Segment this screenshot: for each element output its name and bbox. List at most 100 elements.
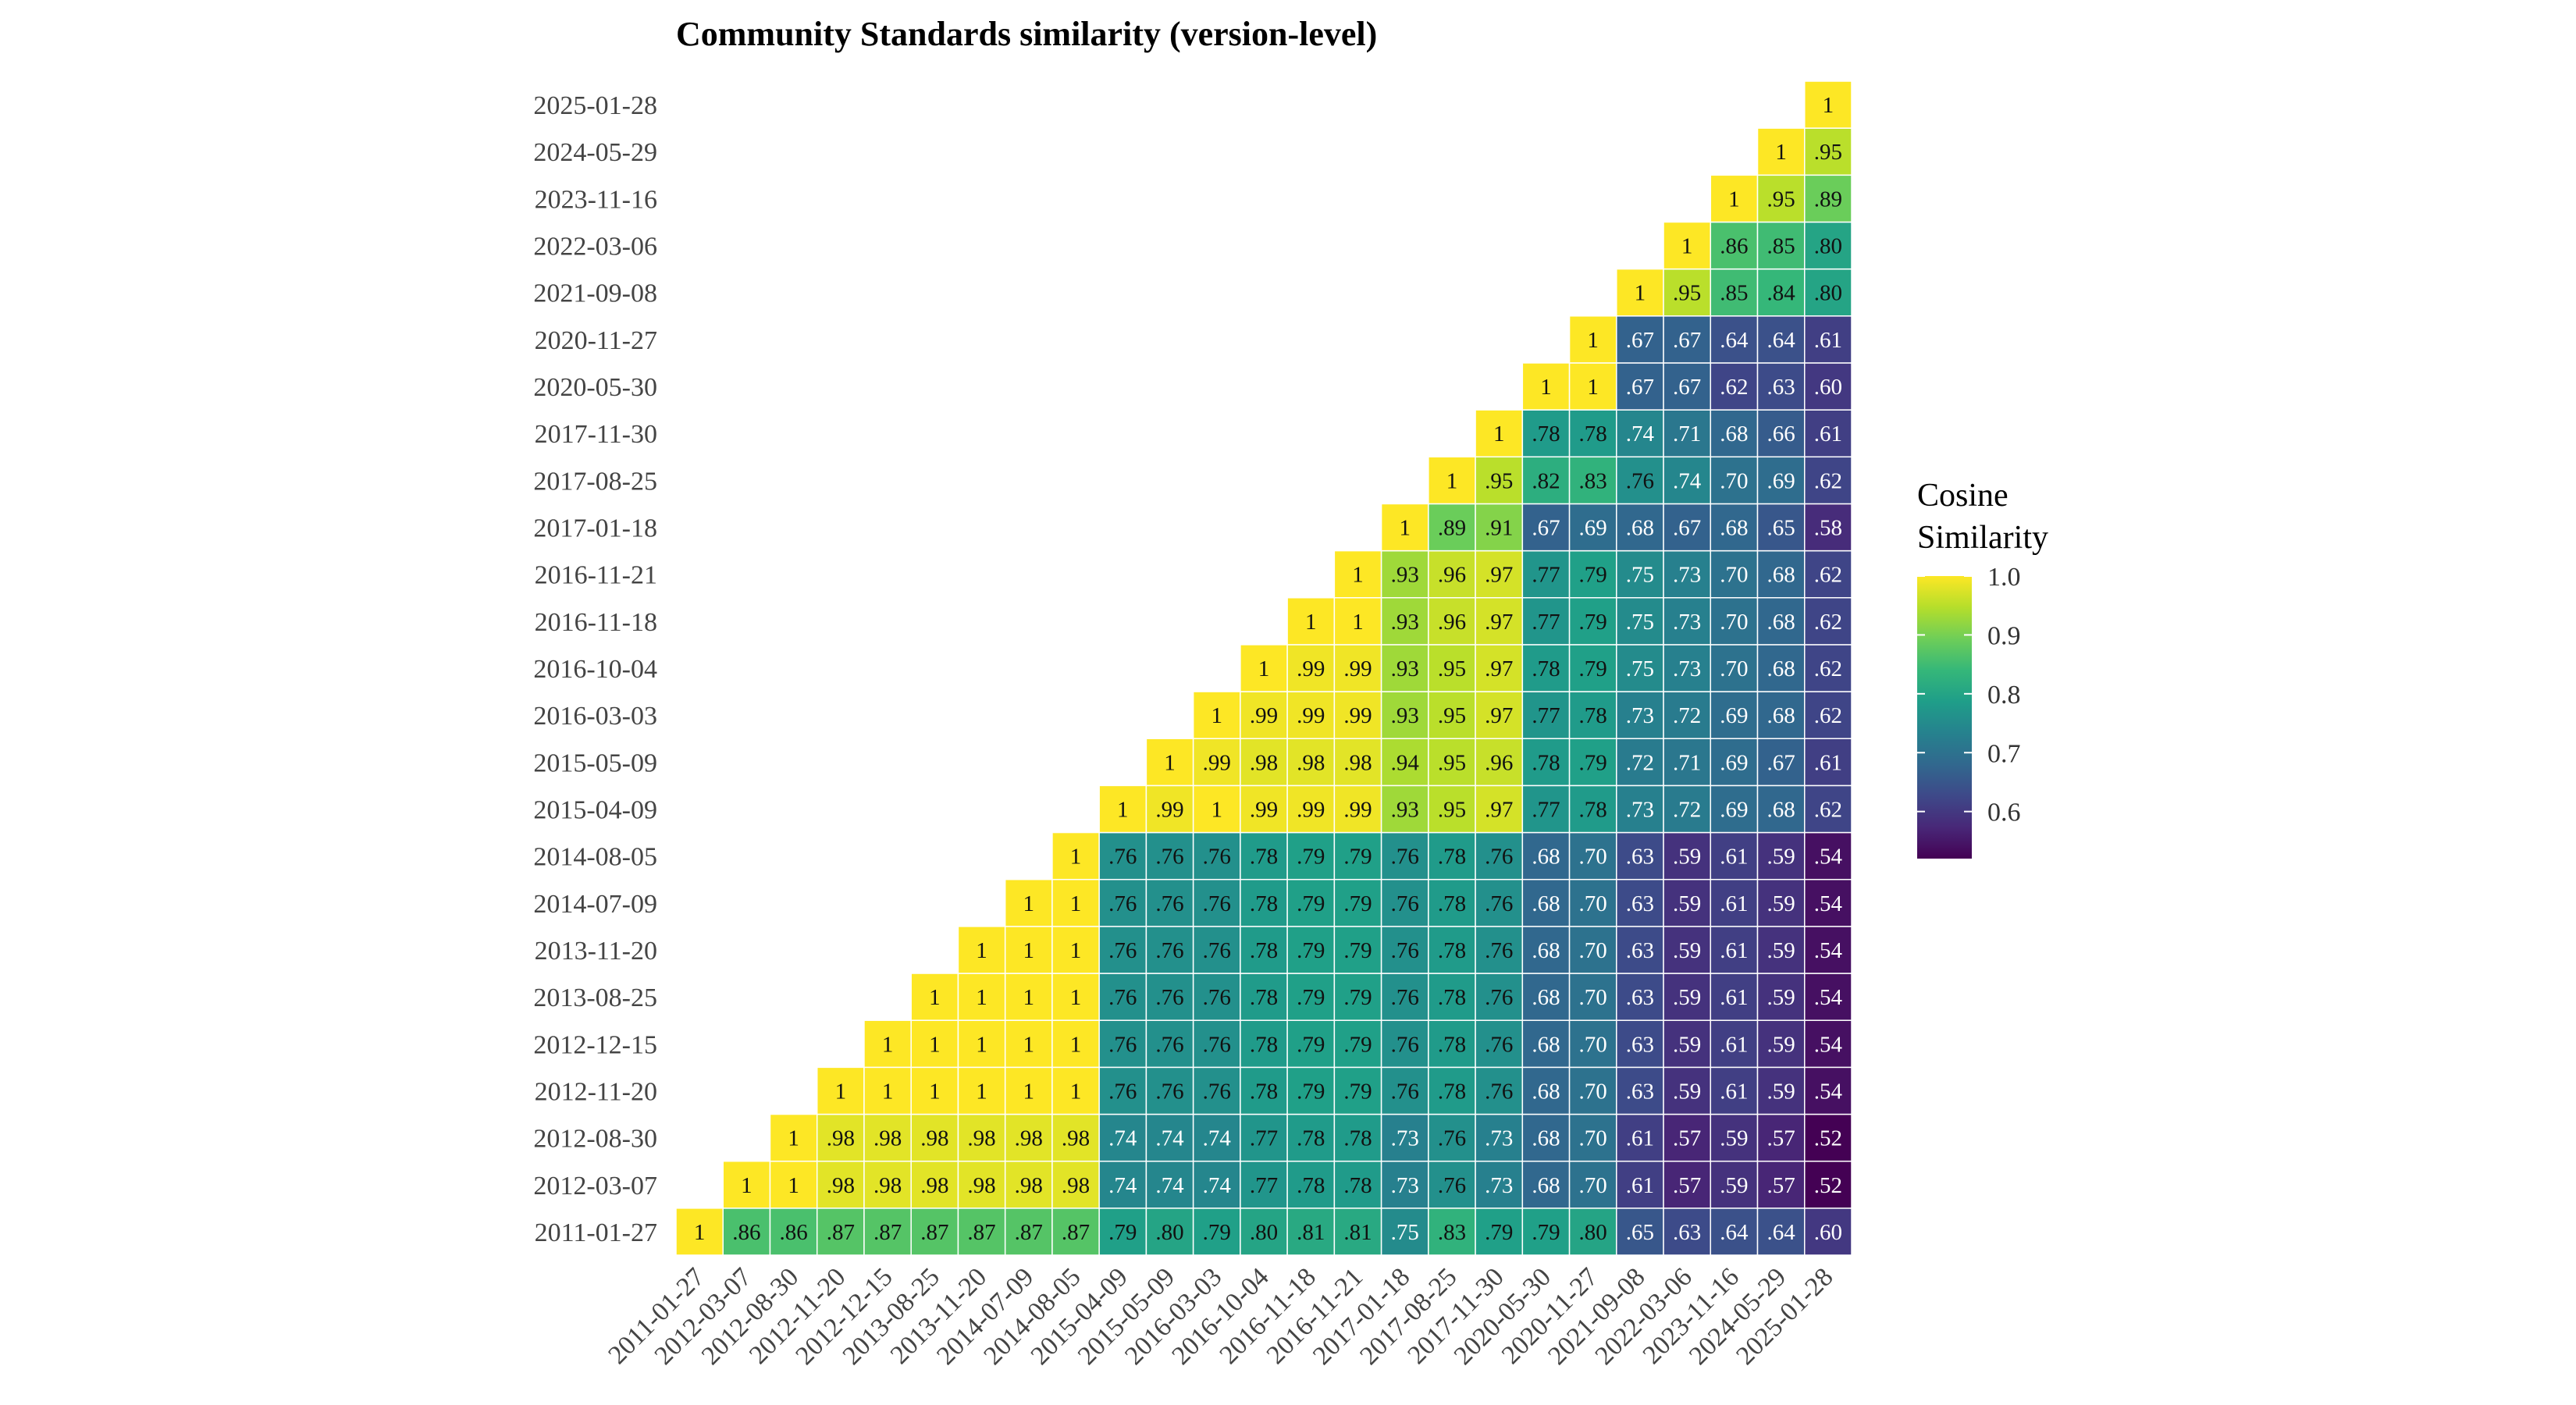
heatmap-cell bbox=[1568, 362, 1617, 411]
cell-value-label: .99 bbox=[1250, 703, 1278, 728]
chart-title: Community Standards similarity (version-… bbox=[676, 15, 1377, 53]
cell-value-label: 1 bbox=[1728, 187, 1740, 212]
cell-value-label: .63 bbox=[1626, 891, 1654, 916]
heatmap-cell bbox=[1568, 691, 1617, 739]
cell-value-label: .59 bbox=[1720, 1126, 1748, 1151]
cell-value-label: .76 bbox=[1155, 1032, 1183, 1057]
heatmap-cell bbox=[1475, 1208, 1524, 1256]
heatmap-cell bbox=[1710, 738, 1759, 787]
cell-value-label: .73 bbox=[1391, 1173, 1419, 1198]
heatmap-cell bbox=[1286, 1160, 1336, 1209]
cell-value-label: .61 bbox=[1720, 845, 1748, 870]
cell-value-label: 1 bbox=[1446, 468, 1458, 493]
heatmap-cell bbox=[1380, 1066, 1429, 1115]
cell-value-label: .78 bbox=[1438, 1079, 1466, 1104]
heatmap-cell bbox=[1428, 926, 1476, 974]
cell-value-label: .77 bbox=[1250, 1173, 1278, 1198]
cell-value-label: .76 bbox=[1203, 1079, 1231, 1104]
heatmap-cell bbox=[1804, 315, 1852, 364]
heatmap-cell bbox=[1710, 1208, 1759, 1256]
cell-value-label: .67 bbox=[1626, 375, 1654, 400]
heatmap-cell bbox=[1286, 878, 1336, 927]
cell-value-label: .76 bbox=[1203, 891, 1231, 916]
cell-value-label: .89 bbox=[1438, 516, 1466, 541]
cell-value-label: .76 bbox=[1485, 845, 1513, 870]
cell-value-label: .59 bbox=[1720, 1173, 1748, 1198]
legend-color-bar bbox=[1917, 576, 1972, 859]
cell-value-label: .93 bbox=[1391, 797, 1419, 822]
cell-value-label: .64 bbox=[1720, 328, 1749, 353]
cell-value-label: .65 bbox=[1767, 516, 1795, 541]
cell-value-label: .79 bbox=[1297, 1032, 1325, 1057]
heatmap-cell bbox=[1286, 1066, 1336, 1115]
cell-value-label: .72 bbox=[1673, 797, 1701, 822]
heatmap-cell bbox=[1475, 973, 1524, 1021]
cell-value-label: .75 bbox=[1391, 1220, 1419, 1245]
cell-value-label: .70 bbox=[1579, 985, 1607, 1010]
cell-value-label: .54 bbox=[1814, 1079, 1843, 1104]
heatmap-cell bbox=[1616, 926, 1664, 974]
cell-value-label: .67 bbox=[1673, 375, 1701, 400]
heatmap-cell bbox=[1286, 644, 1336, 692]
cell-value-label: 1 bbox=[1023, 1032, 1035, 1057]
cell-value-label: .73 bbox=[1626, 797, 1654, 822]
heatmap-cell bbox=[1710, 1113, 1759, 1162]
cell-value-label: 1 bbox=[1352, 563, 1364, 588]
heatmap-cell bbox=[1804, 926, 1852, 974]
cell-value-label: .79 bbox=[1343, 1032, 1372, 1057]
cell-value-label: .98 bbox=[1062, 1126, 1090, 1151]
cell-value-label: .70 bbox=[1720, 656, 1748, 681]
heatmap-cell bbox=[769, 1160, 818, 1209]
heatmap-cell bbox=[1568, 550, 1617, 599]
heatmap-cell bbox=[1428, 503, 1476, 552]
cell-value-label: .78 bbox=[1250, 891, 1278, 916]
cell-value-label: .98 bbox=[873, 1126, 902, 1151]
cell-value-label: .70 bbox=[1720, 468, 1748, 493]
cell-value-label: .98 bbox=[827, 1126, 855, 1151]
heatmap-cell bbox=[1051, 878, 1100, 927]
cell-value-label: .57 bbox=[1673, 1173, 1701, 1198]
cell-value-label: .97 bbox=[1485, 563, 1513, 588]
cell-value-label: .61 bbox=[1814, 422, 1842, 446]
cell-value-label: .78 bbox=[1250, 1079, 1278, 1104]
cell-value-label: .99 bbox=[1250, 797, 1278, 822]
heatmap-cell bbox=[1568, 1019, 1617, 1069]
cell-value-label: .77 bbox=[1250, 1126, 1278, 1151]
cell-value-label: .74 bbox=[1626, 422, 1655, 446]
cell-value-label: .68 bbox=[1767, 563, 1795, 588]
cell-value-label: 1 bbox=[976, 1032, 987, 1057]
heatmap-cell bbox=[1521, 1208, 1571, 1256]
cell-value-label: .78 bbox=[1250, 845, 1278, 870]
cell-value-label: .63 bbox=[1626, 938, 1654, 963]
heatmap-cell bbox=[1286, 926, 1336, 974]
cell-value-label: .78 bbox=[1297, 1173, 1325, 1198]
heatmap-cell bbox=[1521, 1113, 1571, 1162]
heatmap-cell bbox=[1240, 1019, 1288, 1069]
heatmap-cell bbox=[1475, 550, 1524, 599]
cell-value-label: .95 bbox=[1673, 281, 1701, 306]
cell-value-label: .59 bbox=[1767, 845, 1795, 870]
heatmap-cell bbox=[1145, 738, 1194, 787]
heatmap-cell bbox=[1380, 503, 1429, 552]
y-tick-label: 2014-07-09 bbox=[533, 890, 657, 919]
heatmap-cell bbox=[1521, 550, 1571, 599]
cell-value-label: .79 bbox=[1579, 750, 1607, 775]
cell-value-label: .89 bbox=[1814, 187, 1842, 212]
cell-value-label: .54 bbox=[1814, 1032, 1843, 1057]
heatmap-cell bbox=[1804, 691, 1852, 739]
cell-value-label: .76 bbox=[1485, 1032, 1513, 1057]
cell-value-label: .76 bbox=[1626, 468, 1654, 493]
cell-value-label: .98 bbox=[967, 1173, 995, 1198]
cell-value-label: .81 bbox=[1343, 1220, 1372, 1245]
heatmap-cell bbox=[1380, 1208, 1429, 1256]
heatmap-cell bbox=[1380, 878, 1429, 927]
cell-value-label: .95 bbox=[1485, 468, 1513, 493]
cell-value-label: .61 bbox=[1626, 1173, 1654, 1198]
y-tick-label: 2024-05-29 bbox=[533, 138, 657, 167]
heatmap-cell bbox=[1428, 691, 1476, 739]
heatmap-cell bbox=[1098, 1208, 1147, 1256]
heatmap-cell bbox=[1004, 1208, 1053, 1256]
heatmap-cell bbox=[1568, 1208, 1617, 1256]
x-axis-tick-labels: 2011-01-272012-03-072012-08-302012-11-20… bbox=[603, 1262, 1838, 1370]
cell-value-label: .73 bbox=[1485, 1126, 1513, 1151]
